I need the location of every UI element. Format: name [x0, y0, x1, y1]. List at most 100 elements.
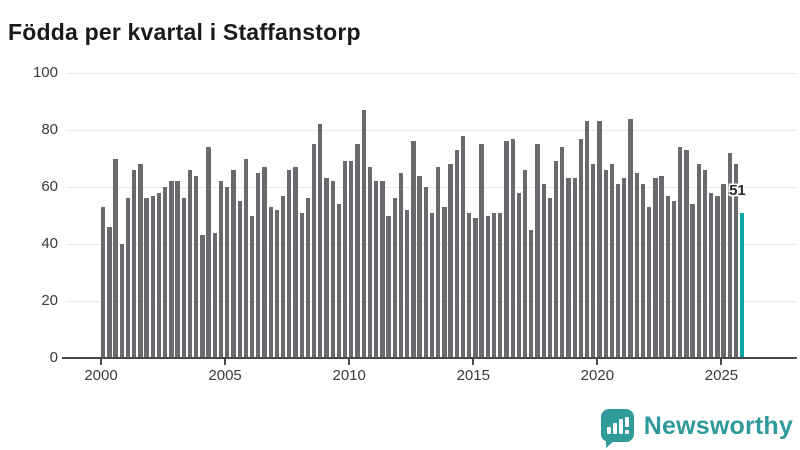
bar	[597, 121, 602, 358]
bar	[647, 206, 652, 358]
bar	[671, 201, 677, 358]
x-axis-tick	[348, 359, 351, 365]
bar	[417, 175, 422, 358]
bar	[367, 167, 373, 358]
bar	[442, 206, 447, 358]
bar	[156, 192, 162, 358]
bar	[436, 167, 441, 358]
bar	[473, 218, 478, 358]
bar	[547, 198, 553, 358]
bar	[467, 212, 472, 358]
x-axis-tick	[100, 359, 102, 365]
bar	[324, 178, 329, 358]
bar	[615, 184, 621, 358]
bar	[709, 192, 714, 358]
x-axis-tick-label: 2000	[84, 367, 118, 384]
bar	[374, 181, 379, 358]
bar	[194, 175, 199, 358]
bar	[342, 161, 348, 358]
x-axis-tick-label: 2005	[208, 367, 242, 384]
plot-area	[66, 73, 796, 358]
bar	[107, 226, 112, 358]
bar	[200, 235, 205, 358]
bar	[181, 198, 186, 358]
bar	[485, 215, 490, 358]
bar-highlighted	[740, 212, 745, 358]
bar	[516, 192, 521, 358]
bar	[640, 184, 646, 358]
bar	[187, 169, 193, 358]
gridline	[66, 73, 796, 74]
bar	[349, 161, 354, 358]
gridline	[66, 130, 796, 131]
bar	[560, 147, 565, 358]
bar	[411, 141, 416, 358]
bar	[504, 141, 509, 358]
bar	[318, 124, 323, 358]
bar	[138, 164, 143, 358]
y-axis-tick-label: 40	[41, 235, 58, 252]
bar	[684, 149, 689, 358]
bar	[678, 147, 683, 358]
bar	[572, 178, 577, 358]
bar	[336, 204, 342, 358]
bar	[529, 229, 534, 358]
x-axis-line	[62, 357, 797, 359]
bar	[330, 181, 335, 358]
bar	[287, 169, 292, 358]
gridline	[66, 187, 796, 188]
bar	[491, 212, 497, 358]
x-axis-tick	[224, 359, 227, 365]
bar	[386, 215, 391, 358]
bar	[101, 206, 106, 358]
bar	[293, 167, 298, 358]
bar	[522, 169, 528, 358]
bar	[237, 201, 242, 358]
bar	[206, 147, 211, 358]
newsworthy-wordmark: Newsworthy	[643, 412, 793, 440]
bar	[144, 198, 149, 358]
x-axis-tick	[596, 359, 599, 365]
bar	[311, 144, 317, 358]
bar	[510, 138, 515, 358]
bar	[249, 215, 255, 358]
newsworthy-logo-icon	[600, 409, 634, 448]
y-axis-tick-label: 100	[32, 64, 58, 81]
bar	[541, 184, 546, 358]
bar	[405, 209, 410, 358]
y-axis-tick-label: 0	[49, 349, 58, 366]
bar	[268, 206, 273, 358]
bar	[423, 187, 428, 358]
bar	[113, 158, 118, 358]
bar	[448, 164, 453, 358]
bar	[622, 178, 627, 358]
bar	[696, 164, 701, 358]
bar	[392, 198, 397, 358]
bar	[175, 181, 180, 358]
bar	[119, 244, 124, 358]
x-axis-tick	[472, 359, 475, 365]
bar	[380, 181, 385, 358]
bar	[163, 187, 168, 358]
branding: Newsworthy	[600, 409, 793, 448]
last-value-annotation: 51	[729, 181, 746, 199]
bar	[218, 181, 224, 358]
x-axis-tick-label: 2010	[332, 367, 366, 384]
bar	[243, 158, 248, 358]
bar	[721, 184, 726, 358]
bar	[535, 144, 540, 358]
bar	[280, 195, 286, 358]
bar	[659, 175, 664, 358]
bar	[566, 178, 571, 358]
bar	[454, 149, 459, 358]
x-axis-tick-label: 2025	[704, 367, 739, 384]
bar	[460, 135, 466, 358]
bar	[702, 169, 708, 358]
bar	[715, 195, 720, 358]
bar	[584, 121, 590, 358]
bar	[169, 181, 174, 358]
y-axis-tick-label: 80	[41, 121, 58, 138]
bar	[653, 178, 658, 358]
bar	[361, 110, 366, 358]
bar	[225, 187, 230, 358]
